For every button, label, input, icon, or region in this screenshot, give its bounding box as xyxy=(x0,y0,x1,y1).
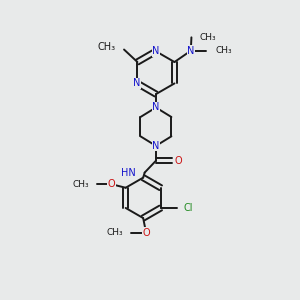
Text: CH₃: CH₃ xyxy=(200,33,216,42)
Text: CH₃: CH₃ xyxy=(98,42,116,52)
Text: CH₃: CH₃ xyxy=(215,46,232,55)
Text: O: O xyxy=(142,228,150,238)
Text: O: O xyxy=(108,179,115,189)
Text: N: N xyxy=(152,141,160,151)
Text: N: N xyxy=(187,46,194,56)
Text: CH₃: CH₃ xyxy=(106,228,123,237)
Text: HN: HN xyxy=(121,168,136,178)
Text: CH₃: CH₃ xyxy=(72,180,89,189)
Text: O: O xyxy=(174,156,182,166)
Text: Cl: Cl xyxy=(184,203,193,213)
Text: N: N xyxy=(152,103,160,112)
Text: N: N xyxy=(152,46,160,56)
Text: N: N xyxy=(133,78,140,88)
